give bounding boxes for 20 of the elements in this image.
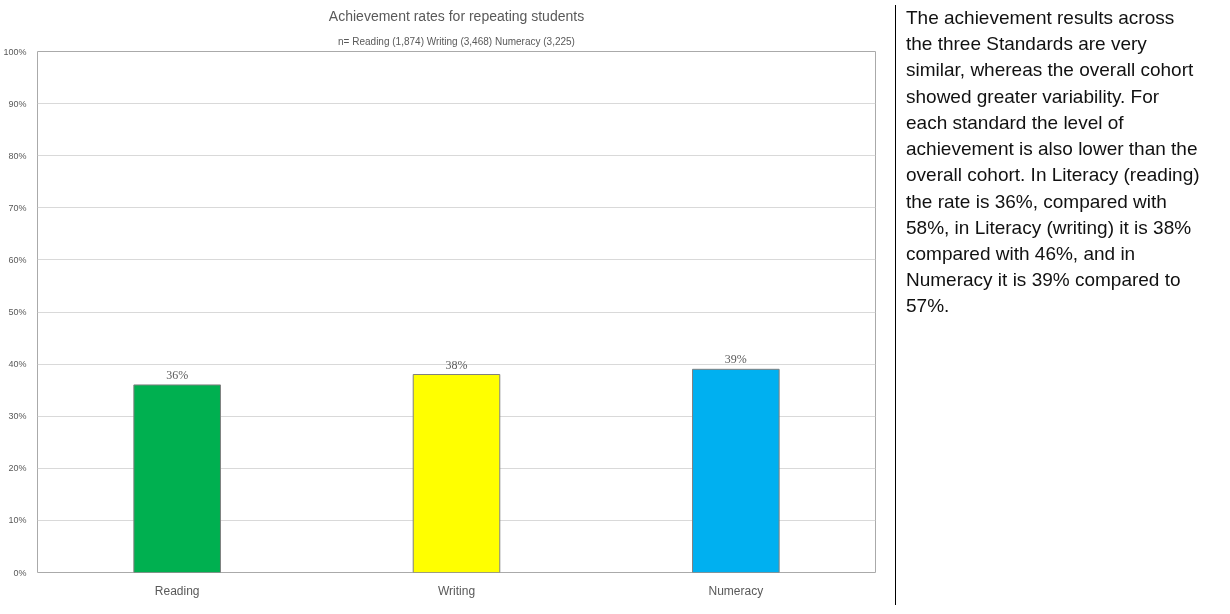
data-label: 38%: [445, 357, 468, 372]
data-label: 39%: [724, 352, 747, 367]
y-tick-label: 100%: [3, 46, 27, 57]
y-tick-label: 50%: [8, 307, 27, 317]
x-tick-label: Numeracy: [708, 583, 764, 598]
y-tick-label: 70%: [8, 202, 27, 213]
text: The achievement results across the three Standards are very similar, whereas the overall cohort showed greater variability. For each standard the level of achievement is also lower than the overall cohort. In Literacy (reading) the rate is 36%, compared with 58%, in Literacy (writing) it is 38% compared with 46%, and in Numeracy it is 39% compared to 57%.: [906, 7, 1200, 317]
y-tick-label: 90%: [8, 98, 27, 109]
chart-subtitle: n= Reading (1,874) Writing (3,468) Numeracy (3,225): [338, 35, 575, 47]
chart-title: Achievement rates for repeating students: [328, 7, 585, 24]
y-tick-label: 80%: [8, 150, 27, 161]
y-tick-label: 40%: [8, 359, 27, 370]
data-label: 36%: [166, 367, 189, 382]
y-tick-label: 10%: [8, 515, 27, 526]
y-tick-label: 30%: [8, 411, 27, 422]
x-tick-label: Writing: [437, 583, 476, 598]
y-tick-label: 60%: [8, 254, 27, 265]
y-tick-label: 0%: [13, 567, 27, 578]
x-tick-label: Reading: [154, 583, 200, 598]
y-tick-label: 20%: [8, 463, 27, 474]
